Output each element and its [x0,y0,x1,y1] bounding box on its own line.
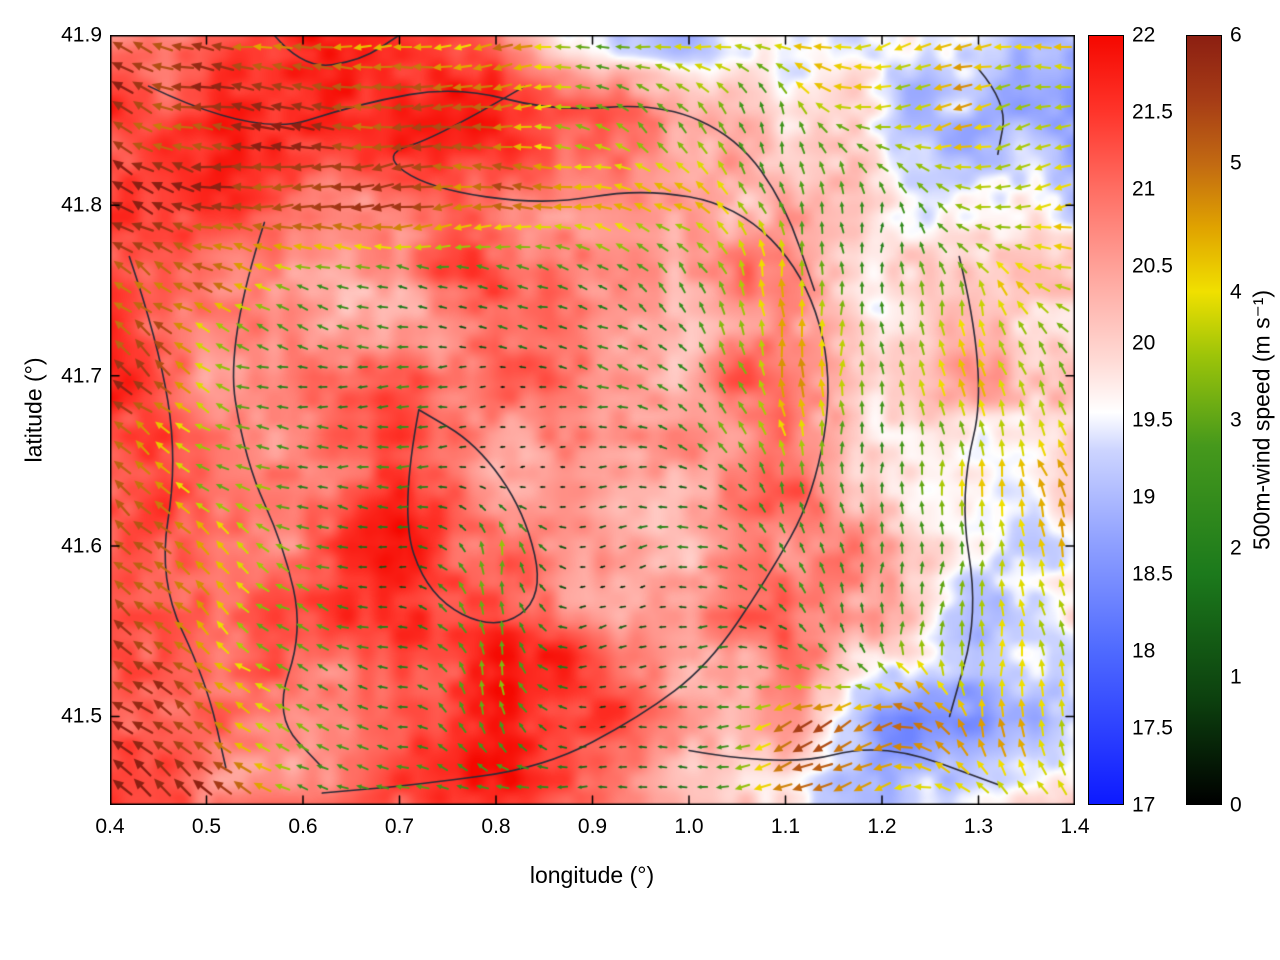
map-plot-canvas [110,35,1075,805]
x-tick-label: 1.4 [1060,815,1090,838]
temperature-colorbar [1088,35,1124,805]
wind-speed-colorbar-tick-label: 3 [1230,408,1242,432]
x-tick-label: 0.4 [95,815,125,838]
wind-speed-colorbar-tick-label: 0 [1230,793,1242,817]
y-tick-label: 41.5 [61,704,102,728]
temperature-colorbar-tick-label: 21 [1132,177,1156,201]
x-tick-label: 0.7 [384,815,415,838]
temperature-colorbar-tick-label: 22 [1132,23,1156,47]
x-tick-label: 1.1 [770,815,801,838]
x-tick-label: 0.8 [481,815,511,838]
wind-speed-colorbar-label: 500m-wind speed (m s⁻¹) [1248,289,1275,551]
x-axis-label: longitude (°) [529,862,655,888]
wind-speed-colorbar [1186,35,1222,805]
temperature-colorbar-tick-label: 18.5 [1132,562,1173,586]
y-tick-label: 41.7 [61,364,102,388]
y-tick-label: 41.8 [61,193,102,217]
x-tick-label: 0.5 [191,815,222,838]
y-tick-label: 41.9 [61,23,102,47]
x-tick-label: 1.2 [867,815,897,838]
x-tick-label: 1.3 [963,815,994,838]
y-tick-label: 41.6 [61,534,102,558]
x-tick-label: 1.0 [674,815,704,838]
wind-speed-colorbar-tick-label: 2 [1230,536,1242,560]
temperature-colorbar-tick-label: 20 [1132,331,1156,355]
wind-speed-colorbar-tick-label: 6 [1230,23,1242,47]
temperature-colorbar-tick-label: 19.5 [1132,408,1173,432]
wind-speed-colorbar-tick-label: 5 [1230,151,1242,175]
temperature-colorbar-tick-label: 21.5 [1132,100,1173,124]
x-tick-label: 0.9 [577,815,608,838]
temperature-colorbar-tick-label: 20.5 [1132,254,1173,278]
temperature-colorbar-tick-label: 18 [1132,639,1156,663]
wind-speed-colorbar-tick-label: 4 [1230,280,1242,304]
wind-speed-colorbar-tick-label: 1 [1230,665,1242,689]
x-tick-label: 0.6 [288,815,318,838]
temperature-colorbar-tick-label: 17 [1132,793,1156,817]
temperature-colorbar-tick-label: 19 [1132,485,1156,509]
temperature-colorbar-tick-label: 17.5 [1132,716,1173,740]
